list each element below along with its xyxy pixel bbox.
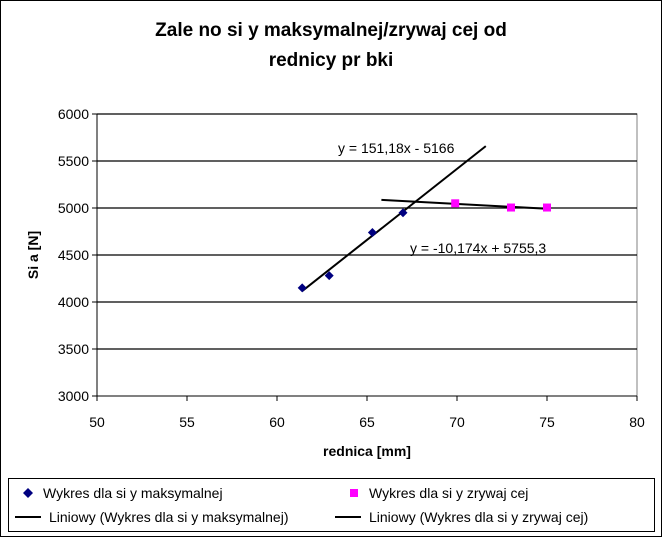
x-tick-label: 60	[269, 414, 285, 430]
x-tick-label: 80	[629, 414, 645, 430]
x-tick-label: 50	[89, 414, 105, 430]
chart-title-line-2: rednicy pr bki	[268, 50, 394, 71]
data-point-square	[543, 203, 551, 212]
diamond-marker-icon	[23, 488, 33, 498]
y-tick-label: 3000	[58, 388, 89, 404]
y-axis-title: Si a [N]	[25, 231, 41, 279]
chart-plot: 3000 3500 4000 4500 5000 5500 6000 50 55 60 65 70 75…	[25, 106, 645, 459]
legend-label-trend-break: Liniowy (Wykres dla si y zrywaj cej)	[369, 509, 589, 525]
legend-item-trend-break: Liniowy (Wykres dla si y zrywaj cej)	[335, 509, 588, 525]
line-marker-icon	[15, 516, 41, 518]
square-marker-icon	[350, 489, 358, 497]
legend-item-trend-max: Liniowy (Wykres dla si y maksymalnej)	[15, 509, 288, 525]
trendline-1	[381, 198, 548, 210]
y-tick-label: 5000	[58, 200, 89, 216]
data-point-diamond	[398, 208, 408, 218]
line-marker-icon	[335, 516, 361, 518]
legend-label-max: Wykres dla si y maksymalnej	[43, 485, 223, 501]
legend-item-break: Wykres dla si y zrywaj cej	[347, 485, 528, 501]
trendline-equation-max: y = 151,18x - 5166	[338, 140, 455, 156]
legend: Wykres dla si y maksymalnej Wykres dla s…	[8, 478, 655, 532]
legend-item-max: Wykres dla si y maksymalnej	[21, 485, 223, 501]
y-tick-label: 4000	[58, 294, 89, 310]
x-tick-label: 55	[179, 414, 195, 430]
x-axis-title: rednica [mm]	[323, 443, 411, 459]
trendline-0	[301, 145, 487, 292]
x-tick-label: 65	[359, 414, 375, 430]
data-point-square	[451, 199, 460, 208]
x-tick-label: 70	[449, 414, 465, 430]
y-tick-label: 4500	[58, 247, 89, 263]
y-tick-label: 3500	[58, 341, 89, 357]
x-tick-label: 75	[539, 414, 555, 430]
legend-label-trend-max: Liniowy (Wykres dla si y maksymalnej)	[49, 509, 289, 525]
data-point-diamond	[367, 227, 377, 237]
data-point-diamond	[324, 271, 334, 281]
legend-label-break: Wykres dla si y zrywaj cej	[369, 485, 529, 501]
y-tick-label: 5500	[58, 153, 89, 169]
trendline-equation-break: y = -10,174x + 5755,3	[410, 240, 546, 256]
chart-title-line-1: Zale no si y maksymalnej/zrywaj cej od	[155, 20, 507, 41]
y-tick-label: 6000	[58, 106, 89, 122]
data-point-square	[507, 203, 515, 212]
data-point-diamond	[297, 283, 307, 293]
